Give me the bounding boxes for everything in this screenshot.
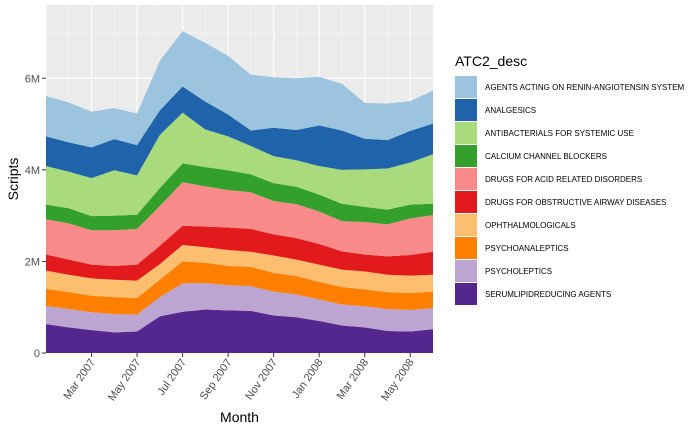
legend-swatch-antibacterials-for-systemic-use bbox=[455, 122, 477, 144]
legend: ATC2_desc AGENTS ACTING ON RENIN-ANGIOTE… bbox=[455, 53, 684, 305]
area-serumlipidreducing-agents bbox=[46, 309, 433, 353]
area-calcium-channel-blockers bbox=[46, 163, 433, 231]
legend-label-drugs-for-obstructive-airway-diseases: DRUGS FOR OBSTRUCTIVE AIRWAY DISEASES bbox=[485, 198, 667, 207]
x-axis: Mar 2007 May 2007 Jul 2007 Sep 2007 Nov 2007… bbox=[61, 353, 417, 403]
x-tick-label: May 2007 bbox=[106, 357, 144, 403]
legend-swatch-psycholeptics bbox=[455, 260, 477, 282]
legend-swatch-ophthalmologicals bbox=[455, 214, 477, 236]
legend-label-calcium-channel-blockers: CALCIUM CHANNEL BLOCKERS bbox=[485, 152, 607, 161]
x-tick-label: Nov 2007 bbox=[243, 357, 280, 402]
y-axis-title: Scripts bbox=[5, 158, 21, 201]
x-tick-label: Sep 2007 bbox=[198, 357, 235, 402]
legend-label-agents-acting-on-renin-angiotensin-system: AGENTS ACTING ON RENIN-ANGIOTENSIN SYSTE… bbox=[485, 83, 684, 92]
legend-label-serumlipidreducing-agents: SERUMLIPIDREDUCING AGENTS bbox=[485, 290, 611, 299]
legend-label-ophthalmologicals: OPHTHALMOLOGICALS bbox=[485, 221, 576, 230]
x-tick-label: Mar 2008 bbox=[335, 357, 371, 402]
legend-label-antibacterials-for-systemic-use: ANTIBACTERIALS FOR SYSTEMIC USE bbox=[485, 129, 634, 138]
legend-swatch-drugs-for-obstructive-airway-diseases bbox=[455, 191, 477, 213]
legend-swatch-agents-acting-on-renin-angiotensin-system bbox=[455, 76, 477, 98]
x-tick-label: May 2008 bbox=[379, 357, 417, 403]
legend-label-psychoanaleptics: PSYCHOANALEPTICS bbox=[485, 244, 569, 253]
area-analgesics bbox=[46, 86, 433, 179]
x-tick-label: Mar 2007 bbox=[61, 357, 97, 402]
area-psychoanaleptics bbox=[46, 261, 433, 315]
y-tick-label: 2M bbox=[25, 256, 40, 268]
x-tick-label: Jan 2008 bbox=[290, 357, 326, 401]
legend-label-psycholeptics: PSYCHOLEPTICS bbox=[485, 267, 552, 276]
area-agents-acting-on-renin-angiotensin-system bbox=[46, 31, 433, 148]
y-tick-label: 0 bbox=[34, 348, 40, 360]
legend-items: AGENTS ACTING ON RENIN-ANGIOTENSIN SYSTE… bbox=[455, 76, 684, 305]
area-drugs-for-obstructive-airway-diseases bbox=[46, 225, 433, 281]
area-drugs-for-acid-related-disorders bbox=[46, 182, 433, 266]
legend-label-drugs-for-acid-related-disorders: DRUGS FOR ACID RELATED DISORDERS bbox=[485, 175, 642, 184]
y-tick-label: 6M bbox=[25, 73, 40, 85]
legend-swatch-analgesics bbox=[455, 99, 477, 121]
x-axis-title: Month bbox=[220, 409, 259, 425]
area-antibacterials-for-systemic-use bbox=[46, 112, 433, 217]
y-axis: 0 2M 4M 6M bbox=[25, 73, 46, 360]
legend-swatch-drugs-for-acid-related-disorders bbox=[455, 168, 477, 190]
legend-swatch-calcium-channel-blockers bbox=[455, 145, 477, 167]
y-tick-label: 4M bbox=[25, 165, 40, 177]
legend-swatch-serumlipidreducing-agents bbox=[455, 283, 477, 305]
area-ophthalmologicals bbox=[46, 244, 433, 299]
area-psycholeptics bbox=[46, 282, 433, 333]
x-tick-label: Jul 2007 bbox=[155, 357, 189, 398]
legend-swatch-psychoanaleptics bbox=[455, 237, 477, 259]
legend-label-analgesics: ANALGESICS bbox=[485, 106, 536, 115]
area-series bbox=[46, 31, 433, 353]
legend-title: ATC2_desc bbox=[455, 53, 527, 69]
